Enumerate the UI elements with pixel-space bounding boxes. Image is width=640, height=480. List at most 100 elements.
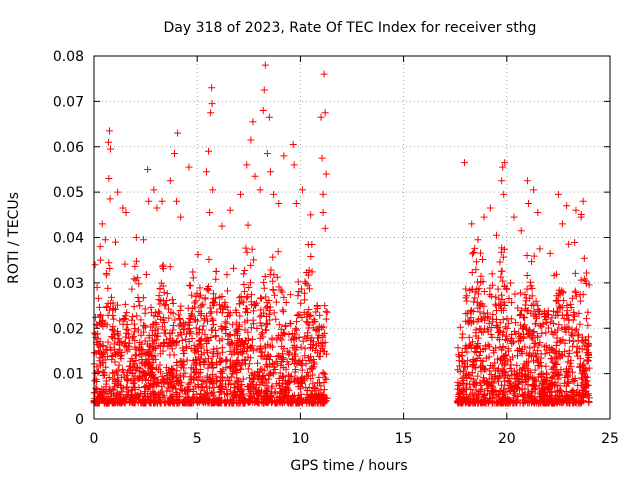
roti-point [268, 397, 276, 405]
roti-point [269, 286, 277, 294]
roti-point [199, 322, 207, 330]
roti-point [185, 386, 193, 394]
roti-point [302, 280, 310, 288]
roti-point [235, 393, 243, 401]
roti-point [570, 312, 578, 320]
roti-point [538, 370, 546, 378]
roti-point [159, 376, 167, 384]
roti-outlier-point [158, 197, 166, 205]
roti-point [160, 288, 168, 296]
roti-point [293, 344, 301, 352]
roti-point [109, 304, 117, 312]
roti-outlier-point [319, 209, 327, 217]
roti-point [148, 342, 156, 350]
roti-point [303, 268, 311, 276]
roti-point [584, 398, 592, 406]
roti-point [265, 310, 273, 318]
roti-point [123, 368, 131, 376]
plot-frame [93, 55, 611, 420]
roti-outlier-point [572, 206, 580, 214]
roti-point [108, 352, 116, 360]
roti-point [489, 311, 497, 319]
roti-point [322, 308, 330, 316]
roti-point [580, 360, 588, 368]
roti-point [160, 392, 168, 400]
roti-point [290, 350, 298, 358]
roti-point [548, 374, 556, 382]
roti-point [218, 344, 226, 352]
roti-point [243, 248, 251, 256]
roti-point [257, 295, 265, 303]
roti-point [248, 291, 256, 299]
roti-point [559, 289, 567, 297]
roti-point [315, 325, 323, 333]
roti-point [527, 388, 535, 396]
roti-point [171, 316, 179, 324]
roti-point [551, 359, 559, 367]
roti-point [177, 363, 185, 371]
roti-outlier-point [105, 175, 113, 183]
roti-point [320, 370, 328, 378]
roti-point [212, 332, 220, 340]
roti-point [256, 381, 264, 389]
roti-point [295, 391, 303, 399]
roti-point [279, 308, 287, 316]
roti-outlier-point [166, 177, 174, 185]
roti-point [262, 293, 270, 301]
roti-point [471, 244, 479, 252]
roti-point [454, 344, 462, 352]
roti-point [212, 267, 220, 275]
roti-point [96, 354, 104, 362]
roti-point [257, 306, 265, 314]
roti-outlier-point [140, 236, 148, 244]
roti-point [249, 316, 257, 324]
roti-point [154, 390, 162, 398]
roti-outlier-point [263, 150, 271, 158]
roti-point [187, 310, 195, 318]
roti-point [136, 344, 144, 352]
roti-point [131, 399, 139, 407]
roti-point [456, 398, 464, 406]
roti-outlier-point [530, 186, 538, 194]
roti-point [474, 372, 482, 380]
roti-point [497, 273, 505, 281]
roti-point [248, 369, 256, 377]
roti-point [484, 327, 492, 335]
roti-point [474, 354, 482, 362]
roti-point [197, 383, 205, 391]
roti-point [247, 261, 255, 269]
roti-point [106, 265, 114, 273]
roti-point [107, 346, 115, 354]
roti-point [512, 371, 520, 379]
roti-point [267, 390, 275, 398]
roti-point [108, 293, 116, 301]
roti-point [189, 268, 197, 276]
roti-point [308, 364, 316, 372]
roti-point [459, 367, 467, 375]
roti-point [551, 378, 559, 386]
roti-point [163, 369, 171, 377]
roti-point [544, 324, 552, 332]
roti-point [148, 308, 156, 316]
roti-point [269, 277, 277, 285]
roti-point [280, 386, 288, 394]
roti-point [576, 362, 584, 370]
roti-point [276, 334, 284, 342]
roti-point [98, 385, 106, 393]
roti-point [302, 383, 310, 391]
y-axis-label: ROTI / TECUs [6, 192, 22, 284]
roti-point [272, 315, 280, 323]
roti-point [208, 389, 216, 397]
roti-point [580, 254, 588, 262]
roti-point [256, 345, 264, 353]
roti-outlier-point [320, 70, 328, 78]
roti-point [523, 358, 531, 366]
roti-point [154, 308, 162, 316]
roti-point [223, 390, 231, 398]
roti-point [466, 287, 474, 295]
roti-point [521, 343, 529, 351]
roti-point [166, 334, 174, 342]
roti-outlier-point [265, 113, 273, 121]
roti-point [489, 346, 497, 354]
roti-point [254, 368, 262, 376]
